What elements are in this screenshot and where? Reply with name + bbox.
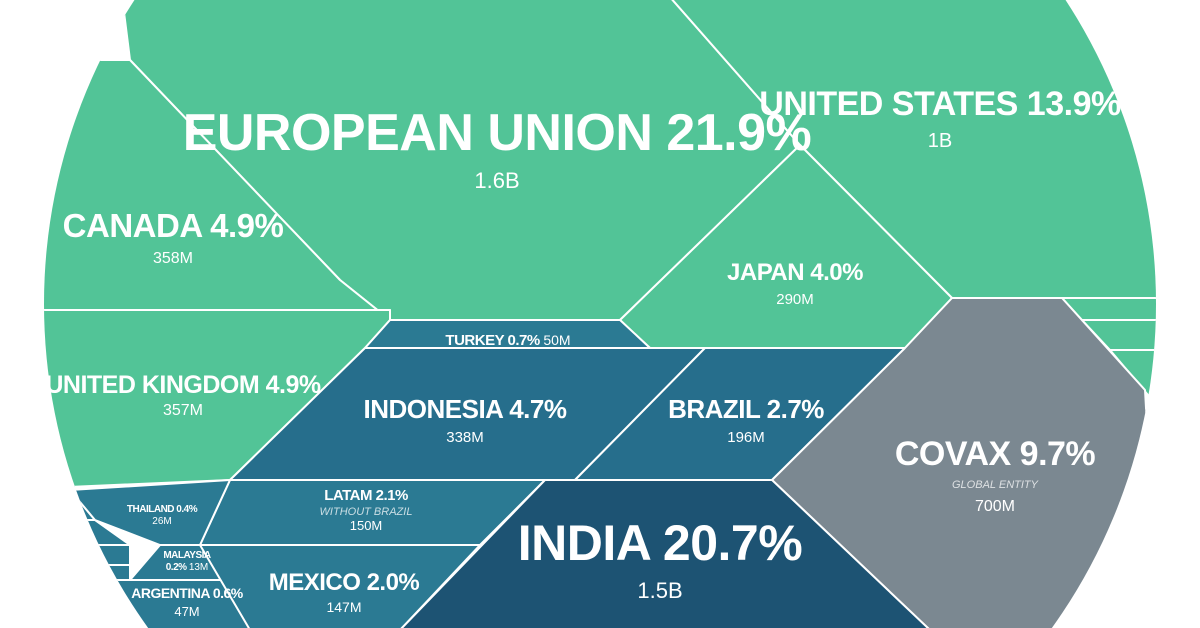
cell-mexico [199,544,481,628]
label-canada-name: CANADA 4.9% [63,207,284,244]
label-us-name: UNITED STATES 13.9% [759,85,1121,123]
small-cell-6 [1061,297,1156,321]
label-argentina-value: 47M [174,604,199,619]
cell-india [399,479,931,628]
cell-covax [771,297,1151,628]
label-turkey-name: TURKEY 0.7% [445,332,543,349]
label-indonesia-value: 338M [446,429,484,446]
label-turkey: TURKEY 0.7% 50M [445,332,570,349]
small-cell-4 [44,564,131,581]
label-japan-value: 290M [776,291,814,308]
small-cell-3 [44,544,131,566]
label-uk-value: 357M [163,402,203,419]
label-eu-value: 1.6B [474,168,519,193]
label-canada-value: 358M [153,250,193,267]
label-latam-value: 150M [350,518,383,533]
label-us-value: 1B [928,130,952,152]
label-mexico-name: MEXICO 2.0% [269,569,420,596]
label-eu-name: EUROPEAN UNION 21.9% [183,104,812,162]
label-japan-name: JAPAN 4.0% [727,259,863,286]
label-thailand-value: 26M [152,516,171,527]
label-covax-value: 700M [975,498,1015,515]
label-covax-name: COVAX 9.7% [895,435,1096,473]
label-india-value: 1.5B [637,578,682,603]
label-argentina-name: ARGENTINA 0.6% [131,585,244,601]
label-brazil-value: 196M [727,429,765,446]
label-india-name: INDIA 20.7% [518,515,802,571]
labels-layer: EUROPEAN UNION 21.9% 1.6B UNITED STATES 13… [45,85,1121,619]
cell-us [654,0,1156,299]
label-turkey-value: 50M [543,332,570,348]
label-uk-name: UNITED KINGDOM 4.9% [45,371,321,399]
label-indonesia-name: INDONESIA 4.7% [364,394,567,424]
small-cell-5 [44,599,101,628]
label-malaysia-value: 0.2% 13M [166,562,209,573]
label-mexico-value: 147M [326,599,361,615]
label-covax-sub: GLOBAL ENTITY [952,479,1039,491]
label-thailand-name: THAILAND 0.4% [127,504,198,515]
label-latam-name: LATAM 2.1% [324,487,408,504]
label-malaysia-name: MALAYSIA [163,550,211,561]
label-latam-sub: WITHOUT BRAZIL [320,506,413,518]
label-brazil-name: BRAZIL 2.7% [668,394,824,424]
